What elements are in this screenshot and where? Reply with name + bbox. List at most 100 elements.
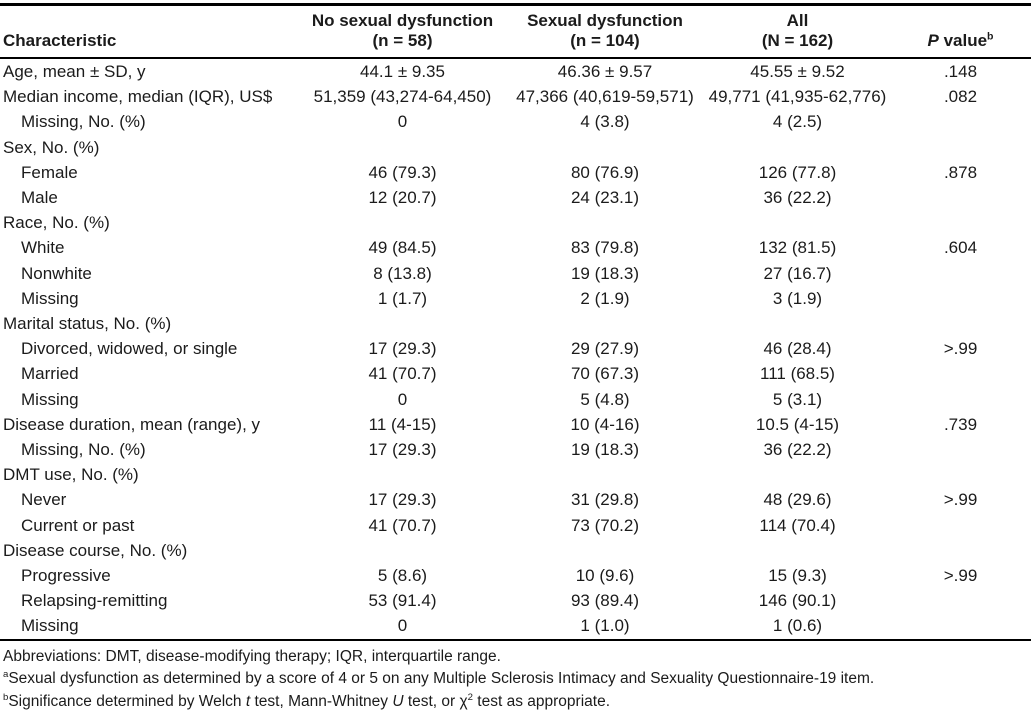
cell-all: 126 (77.8) xyxy=(758,162,837,182)
col-header-line2: (N = 162) xyxy=(761,31,834,50)
cell-characteristic: Divorced, widowed, or single xyxy=(21,339,238,359)
cell-no-sexual-dysfunction: 0 xyxy=(397,112,408,132)
cell-characteristic: Age, mean ± SD, y xyxy=(3,62,146,81)
cell-sexual-dysfunction: 24 (23.1) xyxy=(570,188,640,208)
footnote-segment: 2 xyxy=(467,691,473,703)
footnote-segment: t xyxy=(245,692,251,710)
p-value-superscript: b xyxy=(987,30,994,43)
cell-no-sexual-dysfunction xyxy=(300,311,505,336)
cell-characteristic: Male xyxy=(21,188,58,208)
footnote-segment: Abbreviations: DMT, disease-modifying th… xyxy=(3,647,501,665)
table-row: Missing 1 (1.7) 2 (1.9) 3 (1.9) xyxy=(0,286,1031,311)
col-header-characteristic: Characteristic xyxy=(0,4,300,59)
cell-no-sexual-dysfunction: 0 xyxy=(397,616,408,636)
cell-no-sexual-dysfunction: 44.1 ± 9.35 xyxy=(360,62,445,81)
cell-characteristic: Missing xyxy=(21,616,79,636)
cell-p-value xyxy=(890,437,1031,462)
cell-sexual-dysfunction: 47,366 (40,619-59,571) xyxy=(516,87,694,107)
cell-no-sexual-dysfunction: 17 (29.3) xyxy=(368,490,437,510)
cell-sexual-dysfunction: 29 (27.9) xyxy=(570,339,640,359)
col-header-sexual-dysfunction: Sexual dysfunction (n = 104) xyxy=(505,4,705,59)
cell-all: 48 (29.6) xyxy=(763,490,832,510)
cell-no-sexual-dysfunction: 53 (91.4) xyxy=(368,591,437,611)
cell-characteristic: Never xyxy=(21,490,67,510)
cell-characteristic: Race, No. (%) xyxy=(3,213,110,233)
cell-all xyxy=(705,210,890,235)
cell-no-sexual-dysfunction: 49 (84.5) xyxy=(368,238,437,258)
cell-sexual-dysfunction: 2 (1.9) xyxy=(580,288,630,308)
cell-p-value: >.99 xyxy=(943,339,978,359)
cell-p-value: .604 xyxy=(943,238,978,258)
cell-p-value xyxy=(890,361,1031,386)
cell-all: 49,771 (41,935-62,776) xyxy=(708,87,887,107)
table-row: DMT use, No. (%) xyxy=(0,462,1031,487)
col-header-line1: No sexual dysfunction xyxy=(311,11,494,30)
table-row: Age, mean ± SD, y 44.1 ± 9.35 46.36 ± 9.57… xyxy=(0,58,1031,84)
cell-characteristic: Missing, No. (%) xyxy=(21,112,146,132)
cell-p-value xyxy=(890,286,1031,311)
cell-no-sexual-dysfunction xyxy=(300,538,505,563)
cell-no-sexual-dysfunction: 17 (29.3) xyxy=(368,339,437,359)
cell-sexual-dysfunction: 93 (89.4) xyxy=(570,591,640,611)
footnote-segment: b xyxy=(3,691,9,703)
cell-sexual-dysfunction xyxy=(505,538,705,563)
cell-sexual-dysfunction: 46.36 ± 9.57 xyxy=(557,62,653,81)
cell-no-sexual-dysfunction xyxy=(300,462,505,487)
cell-no-sexual-dysfunction: 11 (4-15) xyxy=(368,414,437,434)
cell-no-sexual-dysfunction: 0 xyxy=(397,389,408,409)
cell-sexual-dysfunction xyxy=(505,210,705,235)
cell-all: 27 (16.7) xyxy=(763,263,832,283)
cell-all: 3 (1.9) xyxy=(772,288,823,308)
cell-all: 15 (9.3) xyxy=(768,566,827,586)
table-row: Female 46 (79.3) 80 (76.9) 126 (77.8) .878 xyxy=(0,160,1031,185)
cell-sexual-dysfunction: 19 (18.3) xyxy=(570,440,640,460)
cell-sexual-dysfunction: 19 (18.3) xyxy=(570,263,640,283)
cell-p-value xyxy=(890,135,1031,160)
cell-all xyxy=(705,311,890,336)
footnote-segment: test as appropriate. xyxy=(473,692,610,710)
cell-no-sexual-dysfunction: 41 (70.7) xyxy=(368,515,437,535)
footnote: Abbreviations: DMT, disease-modifying th… xyxy=(3,646,1031,669)
cell-sexual-dysfunction: 5 (4.8) xyxy=(580,389,630,409)
cell-p-value xyxy=(890,185,1031,210)
cell-no-sexual-dysfunction: 46 (79.3) xyxy=(368,162,437,182)
cell-characteristic: White xyxy=(21,238,65,258)
col-header-line2: (n = 58) xyxy=(372,31,433,50)
cell-no-sexual-dysfunction: 12 (20.7) xyxy=(368,188,437,208)
col-header-p-value: P valueb xyxy=(890,4,1031,59)
footnote-segment: Sexual dysfunction as determined by a sc… xyxy=(8,670,875,688)
table-row: Missing, No. (%) 0 4 (3.8) 4 (2.5) xyxy=(0,109,1031,134)
cell-p-value: .082 xyxy=(943,87,978,107)
cell-p-value: >.99 xyxy=(943,566,978,586)
table-row: Marital status, No. (%) xyxy=(0,311,1031,336)
footnote-segment: test, Mann-Whitney xyxy=(250,692,393,710)
cell-all: 146 (90.1) xyxy=(758,591,837,611)
cell-p-value: .148 xyxy=(943,62,978,81)
cell-sexual-dysfunction: 31 (29.8) xyxy=(570,490,640,510)
cell-p-value xyxy=(890,588,1031,613)
col-header-line1: All xyxy=(786,11,809,30)
cell-characteristic: Missing xyxy=(21,389,79,409)
table-row: Disease duration, mean (range), y 11 (4-1… xyxy=(0,412,1031,437)
cell-p-value: >.99 xyxy=(943,490,978,510)
cell-all: 5 (3.1) xyxy=(772,389,823,409)
cell-characteristic: Married xyxy=(21,364,79,384)
cell-characteristic: Nonwhite xyxy=(21,263,92,283)
col-header-characteristic-label: Characteristic xyxy=(3,31,117,50)
table-row: Relapsing-remitting 53 (91.4) 93 (89.4) 146… xyxy=(0,588,1031,613)
footnote-segment: Significance determined by Welch xyxy=(8,692,246,710)
cell-sexual-dysfunction: 73 (70.2) xyxy=(570,515,640,535)
table-row: Nonwhite 8 (13.8) 19 (18.3) 27 (16.7) xyxy=(0,261,1031,286)
cell-characteristic: Missing, No. (%) xyxy=(21,440,146,460)
col-header-line2: (n = 104) xyxy=(570,31,640,50)
cell-sexual-dysfunction xyxy=(505,462,705,487)
cell-all: 10.5 (4-15) xyxy=(755,414,840,434)
cell-sexual-dysfunction: 10 (9.6) xyxy=(575,566,635,586)
col-header-no-sexual-dysfunction: No sexual dysfunction (n = 58) xyxy=(300,4,505,59)
table-footnotes: Abbreviations: DMT, disease-modifying th… xyxy=(0,646,1031,714)
cell-no-sexual-dysfunction: 51,359 (43,274-64,450) xyxy=(313,87,492,107)
cell-all: 111 (68.5) xyxy=(760,364,835,384)
cell-all: 114 (70.4) xyxy=(759,515,836,535)
cell-p-value xyxy=(890,613,1031,639)
table-row: Missing 0 5 (4.8) 5 (3.1) xyxy=(0,387,1031,412)
